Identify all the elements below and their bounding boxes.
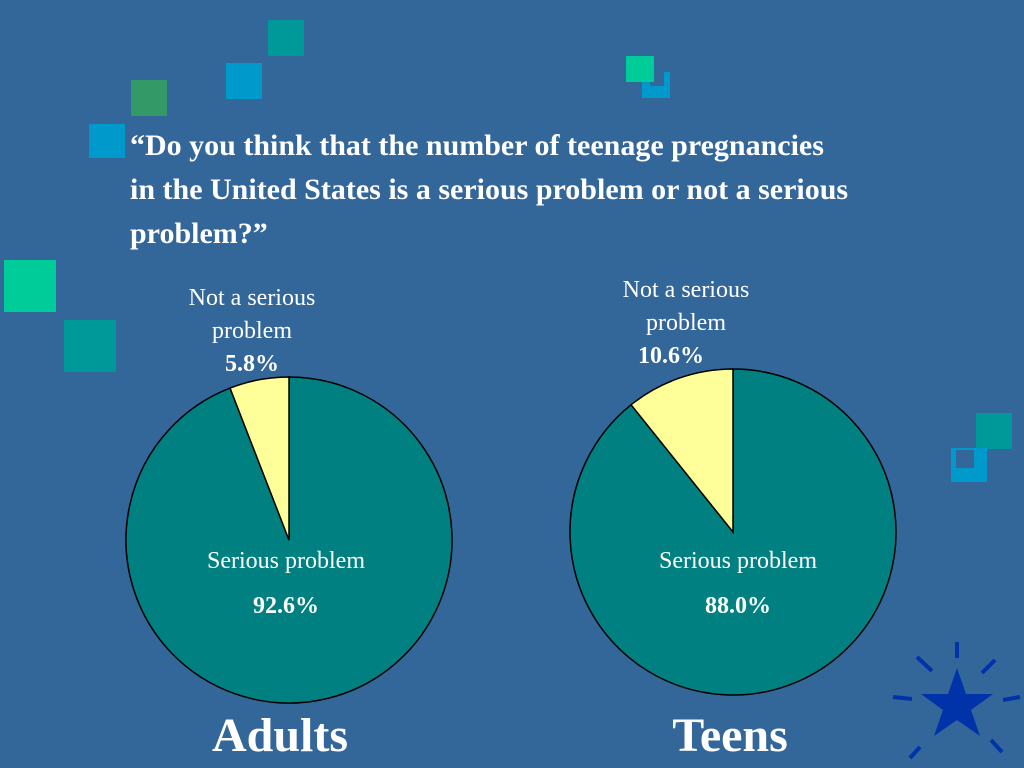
deco-square xyxy=(626,56,654,82)
deco-square xyxy=(976,413,1012,449)
adults-serious-label: Serious problem 92.6% xyxy=(176,548,396,620)
deco-square xyxy=(226,63,262,99)
label-line: Not a serious xyxy=(188,285,316,311)
deco-square xyxy=(131,80,167,116)
teens-not-serious-slice xyxy=(630,368,734,535)
teens-not-serious-value: 10.6% xyxy=(638,343,704,369)
deco-square xyxy=(89,124,125,158)
teens-serious-value: 88.0% xyxy=(705,593,771,619)
adults-chart-title: Adults xyxy=(211,709,349,762)
label-line: problem xyxy=(646,310,726,336)
deco-square xyxy=(4,260,56,312)
label-line: Serious problem xyxy=(659,548,817,574)
deco-square xyxy=(268,20,304,56)
label-line: Serious problem xyxy=(207,548,365,574)
label-line: Not a serious xyxy=(622,277,750,303)
adults-not-serious-label: Not a serious problem 5.8% xyxy=(160,282,344,381)
adults-not-serious-value: 5.8% xyxy=(225,351,279,377)
deco-square xyxy=(956,450,974,468)
survey-question: “Do you think that the number of teenage… xyxy=(130,129,849,250)
teens-not-serious-label: Not a serious problem 10.6% xyxy=(594,274,778,373)
deco-square xyxy=(64,320,116,372)
adults-not-serious-slice xyxy=(229,376,290,541)
teens-chart-title: Teens xyxy=(672,709,788,762)
label-line: problem xyxy=(212,318,292,344)
star-icon xyxy=(892,642,1021,760)
teens-serious-label: Serious problem 88.0% xyxy=(628,548,848,620)
adults-serious-value: 92.6% xyxy=(253,593,319,619)
